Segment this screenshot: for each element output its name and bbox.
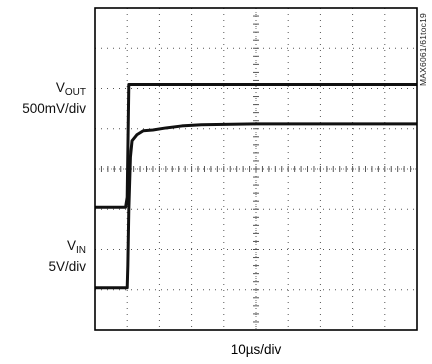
figure-id: MAX6061/61toc19 bbox=[418, 13, 428, 86]
trace-vin bbox=[95, 82, 417, 209]
vout-name: V bbox=[55, 80, 65, 95]
vin-channel-label: VIN 5V/div bbox=[6, 238, 86, 275]
plot-traces bbox=[95, 82, 417, 290]
vout-scale: 500mV/div bbox=[22, 101, 86, 116]
vout-channel-label: VOUT 500mV/div bbox=[6, 80, 86, 117]
vout-subscript: OUT bbox=[64, 87, 86, 98]
plot-grid bbox=[94, 7, 418, 331]
vin-name: V bbox=[66, 238, 76, 253]
vin-scale: 5V/div bbox=[48, 259, 86, 274]
x-axis-label: 10µs/div bbox=[230, 342, 282, 357]
trace-vout bbox=[95, 122, 417, 290]
plot-frame bbox=[94, 7, 418, 331]
vin-subscript: IN bbox=[76, 245, 86, 256]
